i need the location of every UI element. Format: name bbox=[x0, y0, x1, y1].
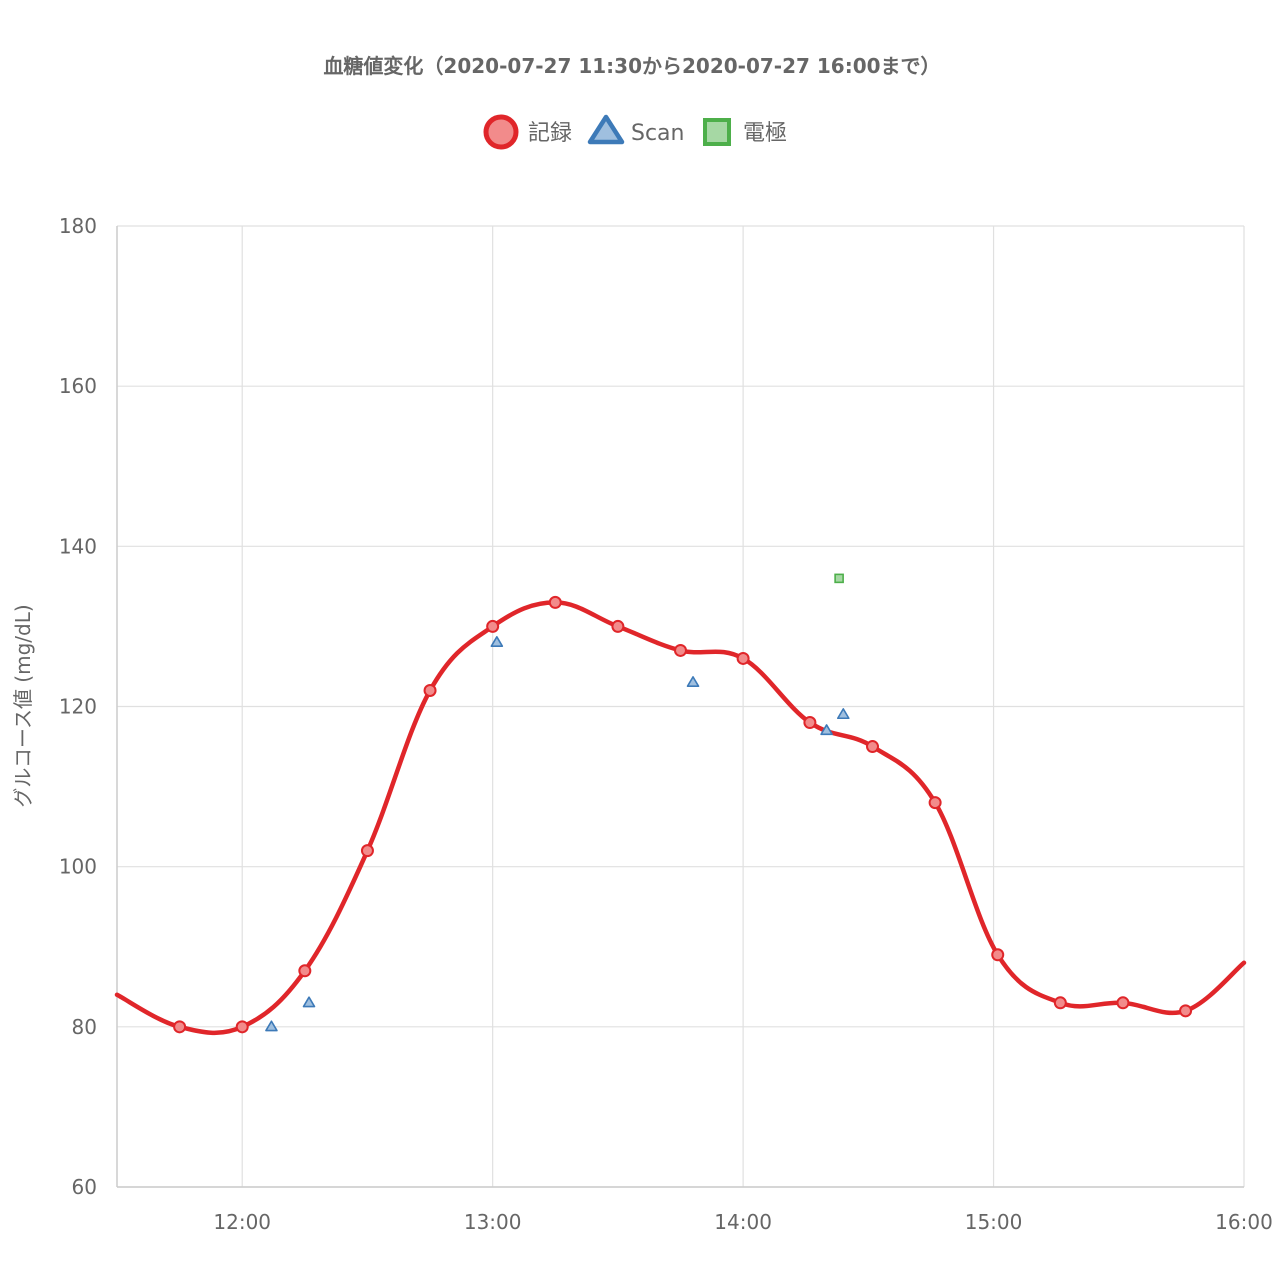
data-point bbox=[866, 740, 880, 754]
data-point bbox=[298, 964, 312, 978]
data-point bbox=[1053, 996, 1067, 1010]
data-point bbox=[173, 1020, 187, 1034]
data-point bbox=[820, 724, 833, 736]
series-layer bbox=[114, 573, 1247, 1036]
x-tick-label: 13:00 bbox=[464, 1210, 522, 1234]
y-tick-labels: 60 80 100 120 140 160 180 bbox=[59, 214, 97, 1199]
legend-label: Scan bbox=[631, 121, 685, 146]
x-tick-label: 12:00 bbox=[213, 1210, 271, 1234]
data-point bbox=[360, 844, 374, 858]
data-point bbox=[235, 1020, 249, 1034]
legend-item[interactable]: 電極 bbox=[703, 118, 787, 146]
data-point bbox=[1116, 996, 1130, 1010]
x-tick-labels: 12:00 13:00 14:00 15:00 16:00 bbox=[213, 1210, 1272, 1234]
y-tick-label: 120 bbox=[59, 695, 97, 719]
data-point bbox=[991, 948, 1005, 962]
data-point bbox=[490, 636, 504, 647]
series-2 bbox=[265, 636, 850, 1032]
data-point bbox=[686, 676, 700, 688]
legend-triangle-marker bbox=[587, 114, 625, 145]
chart-title: 血糖値変化（2020-07-27 11:30から2020-07-27 16:00… bbox=[323, 54, 940, 78]
legend-label: 電極 bbox=[743, 121, 787, 146]
data-point bbox=[423, 683, 437, 697]
data-point bbox=[302, 996, 316, 1008]
series-line bbox=[114, 600, 1247, 1036]
series-3 bbox=[834, 573, 844, 584]
legend-label: 記録 bbox=[528, 121, 572, 146]
legend-square-marker bbox=[703, 118, 731, 146]
x-tick-label: 16:00 bbox=[1215, 1210, 1273, 1234]
data-point bbox=[674, 643, 687, 657]
y-tick-label: 140 bbox=[59, 534, 97, 558]
series-1 bbox=[114, 595, 1247, 1036]
data-point bbox=[265, 1020, 278, 1032]
y-axis-title: グルコース値 (mg/dL) bbox=[11, 604, 35, 807]
x-tick-label: 15:00 bbox=[965, 1210, 1023, 1234]
axes bbox=[116, 226, 1244, 1188]
grid bbox=[117, 225, 1245, 1188]
data-point bbox=[1179, 1004, 1193, 1018]
data-point bbox=[803, 716, 817, 730]
data-point bbox=[736, 651, 750, 665]
y-tick-label: 160 bbox=[59, 374, 97, 398]
data-point bbox=[834, 573, 844, 584]
legend: 記録 Scan 電極 bbox=[483, 114, 787, 150]
y-tick-label: 180 bbox=[59, 214, 97, 238]
x-tick-label: 14:00 bbox=[714, 1210, 772, 1234]
y-tick-label: 100 bbox=[59, 855, 97, 879]
data-point bbox=[486, 619, 500, 633]
data-point bbox=[611, 619, 625, 633]
data-point bbox=[928, 796, 942, 810]
y-tick-label: 60 bbox=[72, 1175, 97, 1199]
legend-circle-marker bbox=[483, 114, 519, 150]
data-point bbox=[548, 595, 562, 609]
data-point bbox=[836, 708, 850, 720]
legend-item[interactable]: 記録 bbox=[483, 114, 572, 150]
legend-item[interactable]: Scan bbox=[587, 114, 685, 146]
y-tick-label: 80 bbox=[72, 1015, 97, 1039]
